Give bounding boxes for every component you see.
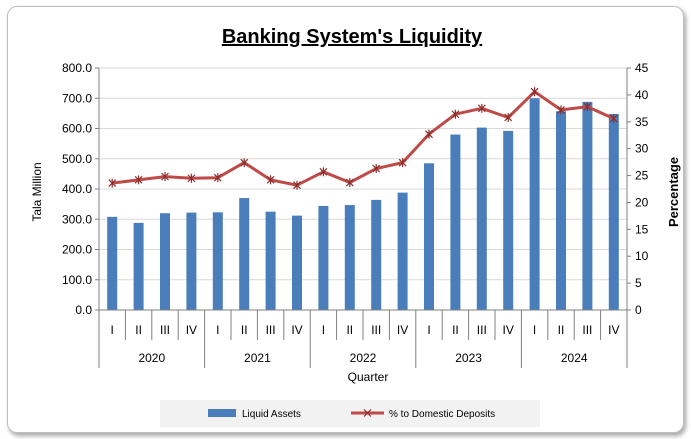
bar-liquid-assets <box>133 222 144 310</box>
x-tick-label-quarter: III <box>160 323 170 337</box>
bar-liquid-assets <box>450 134 461 310</box>
y-axis-label: Tala Million <box>30 162 44 221</box>
y2-axis-label: Percentage <box>666 157 681 227</box>
x-tick-label-quarter: I <box>533 323 536 337</box>
y2-tick-label: 0 <box>635 303 642 317</box>
bar-liquid-assets <box>107 216 118 310</box>
legend-marker <box>363 409 372 417</box>
line-point-marker <box>293 180 301 190</box>
y-tick-label: 400.0 <box>62 182 92 196</box>
bar-liquid-assets <box>160 213 170 310</box>
y2-tick-label: 35 <box>635 115 649 129</box>
x-tick-label-quarter: II <box>558 323 565 337</box>
y-tick-label: 300.0 <box>62 212 92 226</box>
y-tick-label: 600.0 <box>62 122 92 136</box>
x-tick-label-quarter: I <box>322 323 325 337</box>
x-axis-label: Quarter <box>348 370 389 384</box>
chart-frame: Banking System's Liquidity 0.0 100.0 200.0… <box>7 6 684 433</box>
y2-tick-label: 10 <box>635 249 649 263</box>
chart: Banking System's Liquidity 0.0 100.0 200.0… <box>30 26 681 427</box>
y2-tick-label: 25 <box>635 169 649 183</box>
x-tick-label-quarter: II <box>241 323 248 337</box>
y-tick-label: 800.0 <box>62 61 92 75</box>
bar-liquid-assets <box>529 98 540 310</box>
line-point-marker <box>398 158 407 168</box>
y-tick-label: 100.0 <box>62 273 92 287</box>
x-tick-label-quarter: II <box>452 323 459 337</box>
bar-liquid-assets <box>503 130 514 310</box>
bar-liquid-assets <box>239 198 250 310</box>
y2-tick-label: 15 <box>635 222 649 236</box>
line-point-marker <box>530 87 539 97</box>
x-tick-label-year: 2021 <box>244 351 271 365</box>
x-tick-label-year: 2022 <box>350 351 377 365</box>
bar-liquid-assets <box>371 199 382 310</box>
bar-liquid-assets <box>397 192 408 310</box>
bar-liquid-assets <box>476 127 487 310</box>
x-tick-label-quarter: IV <box>291 323 302 337</box>
line-pct-domestic-deposits <box>112 90 615 187</box>
line-point-marker <box>240 158 249 168</box>
x-tick-label-quarter: III <box>477 323 487 337</box>
line-point-marker <box>609 114 618 124</box>
chart-title: Banking System's Liquidity <box>222 26 483 48</box>
line-point-marker <box>319 167 328 177</box>
line-point-marker <box>425 129 433 139</box>
y-tick-label: 700.0 <box>62 91 92 105</box>
line-point-marker <box>187 173 196 183</box>
x-tick-label-quarter: IV <box>503 323 514 337</box>
bar-liquid-assets <box>265 211 276 310</box>
y2-tick-label: 45 <box>635 61 649 75</box>
x-tick-label-quarter: IV <box>186 323 197 337</box>
x-tick-label-year: 2023 <box>455 351 482 365</box>
x-tick-label-quarter: I <box>427 323 430 337</box>
x-tick-label-quarter: III <box>582 323 592 337</box>
y2-tick-label: 40 <box>635 88 649 102</box>
legend-swatch-liquid-assets <box>208 409 236 417</box>
line-point-marker <box>372 164 381 174</box>
bar-liquid-assets <box>424 163 434 310</box>
line-point-marker <box>108 178 117 188</box>
line-point-marker <box>345 178 354 188</box>
x-tick-label-quarter: IV <box>608 323 619 337</box>
bar-liquid-assets <box>318 205 329 310</box>
bar-liquid-assets <box>608 113 619 310</box>
bar-liquid-assets <box>344 205 355 310</box>
legend-label-liquid-assets: Liquid Assets <box>242 409 301 420</box>
y-tick-label: 200.0 <box>62 243 92 257</box>
y2-tick-label: 20 <box>635 195 649 209</box>
line-point-marker <box>451 109 460 119</box>
bar-liquid-assets <box>556 111 566 310</box>
line-point-marker <box>583 102 592 112</box>
x-tick-label-quarter: I <box>111 323 114 337</box>
x-tick-label-quarter: III <box>266 323 276 337</box>
x-tick-label-quarter: III <box>371 323 381 337</box>
bar-liquid-assets <box>582 101 593 310</box>
x-tick-label-year: 2020 <box>138 351 165 365</box>
y-tick-label: 0.0 <box>75 303 92 317</box>
x-tick-label-quarter: II <box>346 323 353 337</box>
line-point-marker <box>477 103 486 113</box>
line-point-marker <box>213 173 222 183</box>
y2-tick-label: 30 <box>635 142 649 156</box>
line-point-marker <box>557 105 565 115</box>
line-point-marker <box>161 172 169 182</box>
line-point-marker <box>134 175 143 185</box>
x-tick-label-quarter: II <box>135 323 142 337</box>
y2-tick-label: 5 <box>635 276 642 290</box>
bar-liquid-assets <box>186 212 197 310</box>
x-tick-label-quarter: I <box>216 323 219 337</box>
y-tick-label: 500.0 <box>62 152 92 166</box>
legend-label-pct-domestic-deposits: % to Domestic Deposits <box>389 409 495 420</box>
x-tick-label-year: 2024 <box>561 351 588 365</box>
line-point-marker <box>504 112 513 122</box>
x-tick-label-quarter: IV <box>397 323 408 337</box>
line-point-marker <box>266 175 275 185</box>
bar-liquid-assets <box>212 212 223 310</box>
bar-liquid-assets <box>292 215 302 310</box>
